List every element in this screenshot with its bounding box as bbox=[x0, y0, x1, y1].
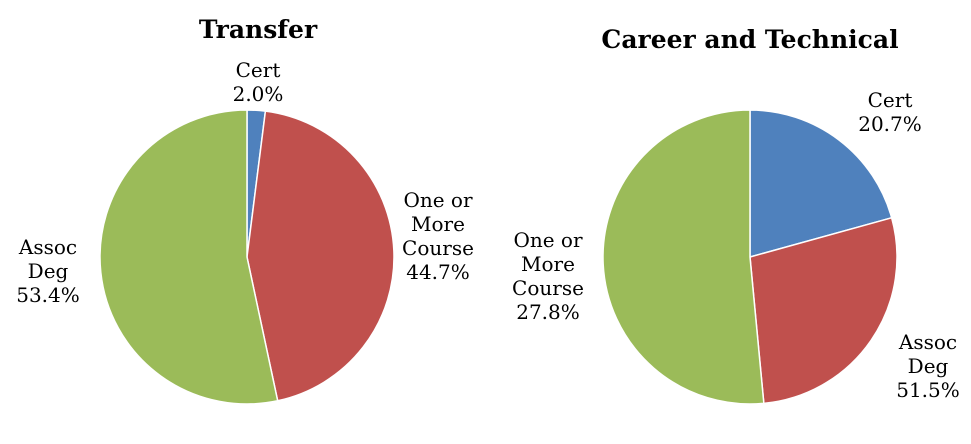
slice-label: Cert 20.7% bbox=[840, 88, 940, 136]
value-label: 51.5% bbox=[896, 378, 960, 402]
chart-title: Transfer bbox=[199, 15, 318, 44]
chart-title: Career and Technical bbox=[601, 25, 898, 54]
category-label: Cert bbox=[235, 58, 281, 82]
slice-label: Assoc Deg 53.4% bbox=[8, 235, 88, 307]
category-label: Cert bbox=[867, 88, 913, 112]
value-label: 53.4% bbox=[16, 283, 80, 307]
slice-label: One or More Course 44.7% bbox=[393, 188, 483, 284]
category-label: Assoc Deg bbox=[18, 235, 78, 283]
category-label: One or More Course bbox=[512, 228, 584, 300]
category-label: Assoc Deg bbox=[898, 330, 958, 378]
pie-slice bbox=[749, 109, 893, 258]
slice-label: One or More Course 27.8% bbox=[508, 228, 588, 324]
pie-slice bbox=[602, 109, 765, 405]
pie-slice bbox=[246, 110, 395, 402]
value-label: 2.0% bbox=[232, 82, 284, 106]
pie-slice bbox=[99, 109, 279, 405]
slice-label: Cert 2.0% bbox=[208, 58, 308, 106]
slice-label: Assoc Deg 51.5% bbox=[883, 330, 971, 402]
value-label: 20.7% bbox=[858, 112, 922, 136]
pie-slice bbox=[749, 216, 898, 405]
value-label: 27.8% bbox=[516, 300, 580, 324]
value-label: 44.7% bbox=[406, 260, 470, 284]
category-label: One or More Course bbox=[402, 188, 474, 260]
